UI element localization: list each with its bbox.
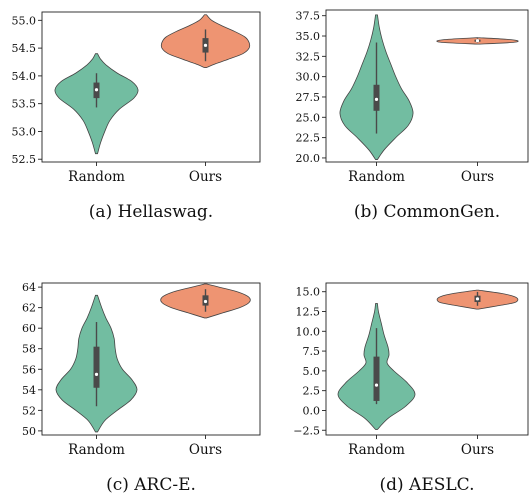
y-tick-label: 64 <box>22 281 36 294</box>
y-tick-label: 60 <box>22 322 36 335</box>
y-tick-label: 37.5 <box>296 10 321 23</box>
plot-frame <box>325 9 529 163</box>
chart-panel-1: 20.0 22.5 25.0 27.5 30.0 32.5 35.0 37.5 Random Ou… <box>296 9 529 222</box>
y-tick-label: 56 <box>22 363 36 376</box>
panel-caption: (b) CommonGen. <box>354 202 500 222</box>
iqr-box-random <box>93 346 100 388</box>
median-marker-random <box>94 88 99 92</box>
y-tick-label: 35.0 <box>296 30 321 43</box>
y-tick-label: −2.5 <box>293 424 320 437</box>
y-tick-label: 25.0 <box>296 111 321 124</box>
y-tick-label: 7.5 <box>303 345 321 358</box>
iqr-box-random <box>373 356 380 401</box>
y-tick-label: 54 <box>22 384 36 397</box>
panel-caption: (a) Hellaswag. <box>89 202 213 222</box>
x-tick-label-random: Random <box>348 442 405 458</box>
y-tick-label: 55.0 <box>12 14 37 27</box>
y-tick-label: 53.0 <box>12 125 37 138</box>
y-tick-label: 32.5 <box>296 50 321 63</box>
y-tick-label: 58 <box>22 343 36 356</box>
y-tick-label: 10.0 <box>296 325 321 338</box>
x-tick-label-ours: Ours <box>189 442 222 458</box>
chart-panel-0: 52.5 53.0 53.5 54.0 54.5 55.0 Random Ours (a) He… <box>12 11 261 222</box>
median-marker-ours <box>475 39 480 43</box>
y-tick-label: 20.0 <box>296 152 321 165</box>
y-tick-label: 5.0 <box>303 365 321 378</box>
y-tick-label: 54.0 <box>12 70 37 83</box>
x-tick-label-random: Random <box>348 169 405 185</box>
y-tick-label: 52 <box>22 404 36 417</box>
x-tick-label-ours: Ours <box>189 169 222 185</box>
x-tick-label-ours: Ours <box>461 169 494 185</box>
chart-panel-2: 50 52 54 56 58 60 62 64 Random Ours (c) ARC-E. <box>22 281 261 495</box>
median-marker-random <box>374 97 379 102</box>
x-tick-label-random: Random <box>68 169 125 185</box>
median-marker-ours <box>475 297 480 301</box>
y-tick-label: 54.5 <box>12 42 37 55</box>
plot-frame <box>41 282 261 436</box>
median-marker-random <box>374 383 379 387</box>
y-tick-label: 12.5 <box>296 306 321 319</box>
y-tick-label: 52.5 <box>12 153 37 166</box>
plot-frame <box>41 11 261 163</box>
median-marker-ours <box>203 299 208 304</box>
y-tick-label: 2.5 <box>303 385 321 398</box>
y-tick-label: 62 <box>22 302 36 315</box>
median-marker-random <box>94 372 99 377</box>
iqr-box-random <box>373 84 380 111</box>
panel-caption: (d) AESLC. <box>380 475 475 495</box>
y-tick-label: 53.5 <box>12 98 37 111</box>
median-marker-ours <box>203 43 208 47</box>
y-tick-label: 30.0 <box>296 71 321 84</box>
x-tick-label-ours: Ours <box>461 442 494 458</box>
plot-frame <box>325 282 529 436</box>
y-tick-label: 50 <box>22 425 36 438</box>
chart-panel-3: −2.5 0.0 2.5 5.0 7.5 10.0 12.5 15.0 Random Ours (d… <box>293 282 529 495</box>
y-tick-label: 0.0 <box>303 404 321 417</box>
x-tick-label-random: Random <box>68 442 125 458</box>
y-tick-label: 27.5 <box>296 91 321 104</box>
y-tick-label: 22.5 <box>296 132 321 145</box>
y-tick-label: 15.0 <box>296 286 321 299</box>
panel-caption: (c) ARC-E. <box>106 475 196 495</box>
